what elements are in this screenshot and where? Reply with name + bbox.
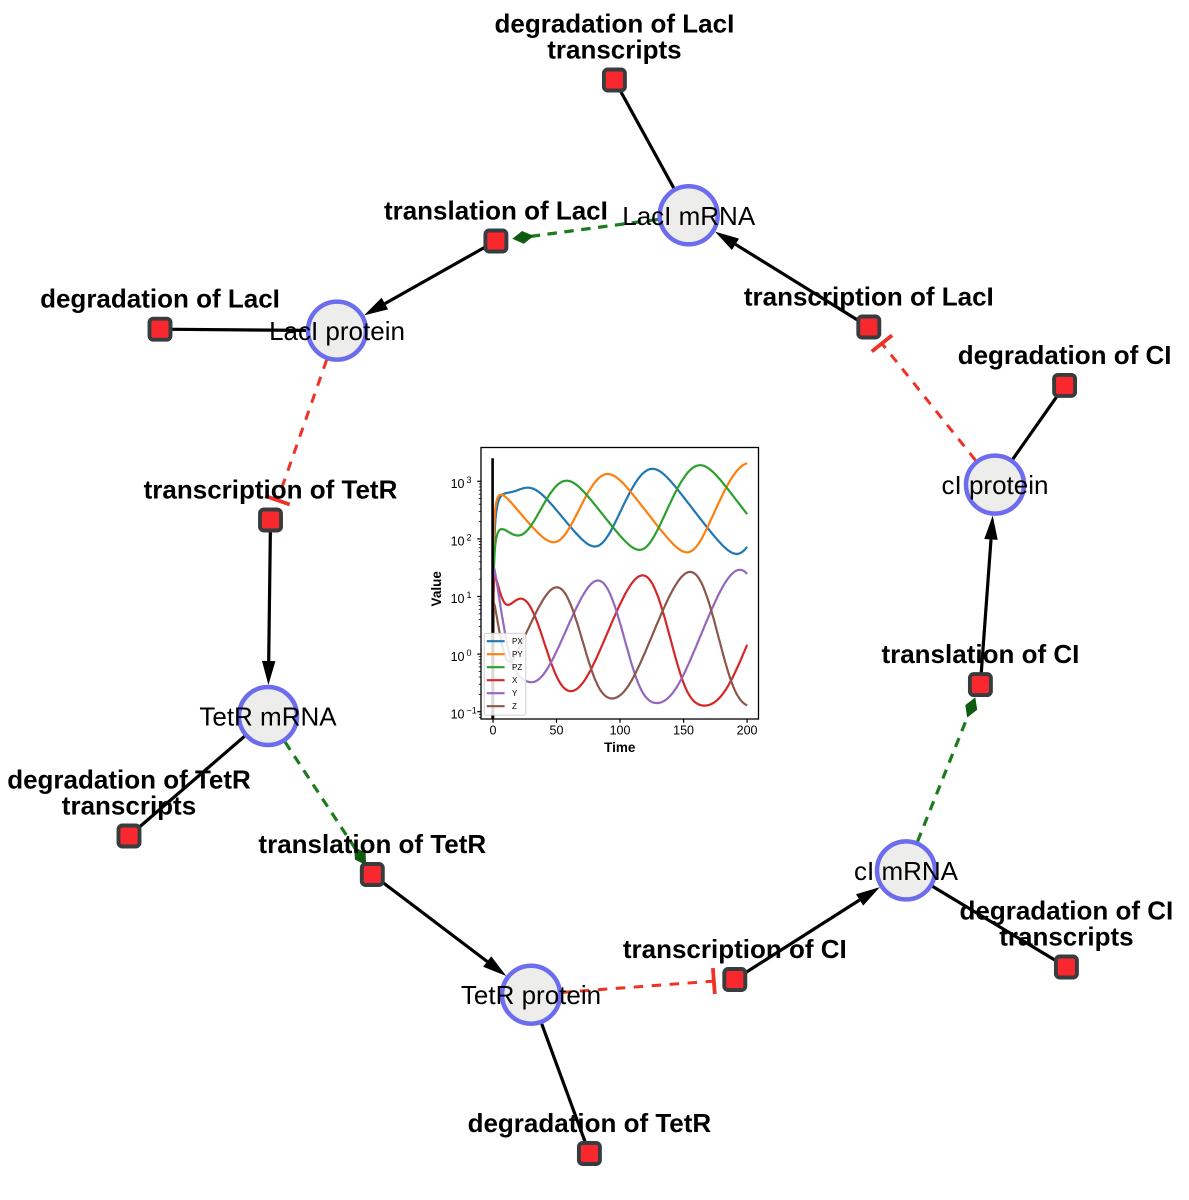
svg-text:−1: −1 — [467, 705, 477, 715]
svg-text:degradation of CI: degradation of CI — [960, 896, 1174, 926]
svg-text:degradation of LacI: degradation of LacI — [40, 284, 280, 314]
svg-text:PY: PY — [512, 650, 523, 659]
svg-text:10: 10 — [451, 535, 465, 549]
svg-text:translation of TetR: translation of TetR — [258, 829, 486, 859]
svg-text:Y: Y — [512, 689, 518, 698]
svg-text:transcription of TetR: transcription of TetR — [144, 475, 398, 505]
svg-text:50: 50 — [550, 724, 564, 738]
svg-text:1: 1 — [467, 590, 472, 600]
svg-text:100: 100 — [610, 724, 631, 738]
svg-text:TetR mRNA: TetR mRNA — [199, 702, 337, 732]
svg-text:X: X — [512, 676, 518, 685]
svg-text:transcription of LacI: transcription of LacI — [744, 282, 994, 312]
svg-text:200: 200 — [737, 724, 758, 738]
svg-text:degradation of LacI: degradation of LacI — [494, 9, 734, 39]
svg-text:PX: PX — [512, 637, 523, 646]
svg-text:transcripts: transcripts — [547, 35, 681, 65]
svg-text:3: 3 — [467, 475, 472, 485]
svg-text:cI mRNA: cI mRNA — [854, 856, 959, 886]
svg-text:2: 2 — [467, 533, 472, 543]
svg-text:10: 10 — [451, 707, 465, 721]
svg-text:transcripts: transcripts — [999, 922, 1133, 952]
svg-text:transcription of CI: transcription of CI — [623, 934, 847, 964]
svg-text:0: 0 — [490, 724, 497, 738]
svg-text:LacI protein: LacI protein — [269, 316, 405, 346]
svg-text:10: 10 — [451, 477, 465, 491]
svg-text:Time: Time — [604, 740, 636, 755]
svg-text:translation of CI: translation of CI — [881, 639, 1079, 669]
svg-text:translation of LacI: translation of LacI — [384, 196, 608, 226]
svg-text:10: 10 — [451, 592, 465, 606]
svg-text:150: 150 — [673, 724, 694, 738]
svg-text:TetR protein: TetR protein — [461, 980, 601, 1010]
svg-text:PZ: PZ — [512, 663, 522, 672]
svg-text:degradation of TetR: degradation of TetR — [7, 765, 251, 795]
svg-text:degradation of TetR: degradation of TetR — [468, 1108, 712, 1138]
svg-text:cI protein: cI protein — [942, 470, 1049, 500]
svg-text:10: 10 — [451, 650, 465, 664]
svg-text:0: 0 — [467, 648, 472, 658]
svg-text:degradation of CI: degradation of CI — [958, 340, 1172, 370]
svg-text:Z: Z — [512, 702, 517, 711]
svg-text:LacI mRNA: LacI mRNA — [622, 201, 756, 231]
svg-text:transcripts: transcripts — [62, 791, 196, 821]
svg-text:Value: Value — [429, 571, 444, 607]
